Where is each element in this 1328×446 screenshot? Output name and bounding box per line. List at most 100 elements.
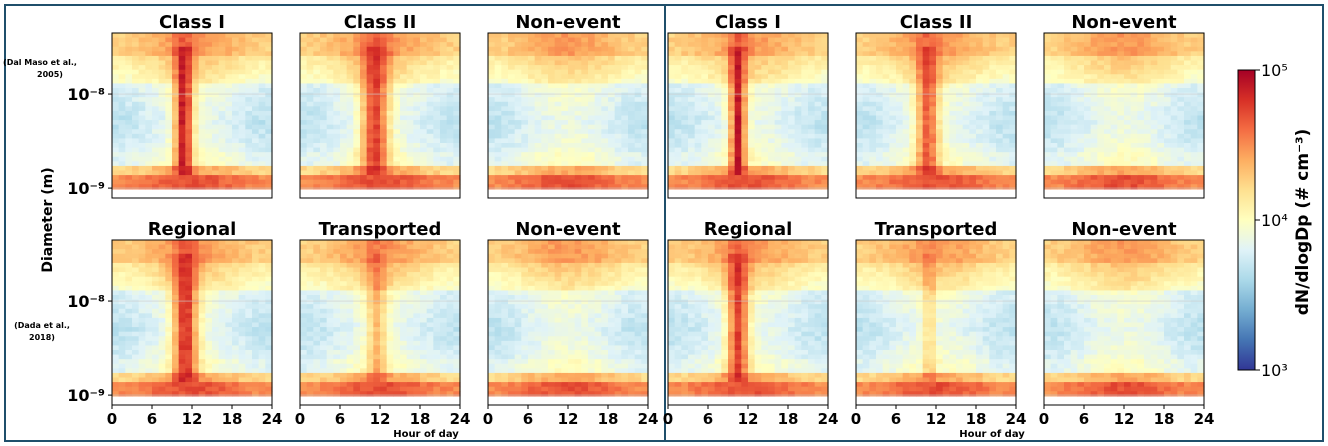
heatmap-cell <box>554 110 562 117</box>
heatmap-cell <box>501 240 509 246</box>
heatmap-cell <box>165 317 173 324</box>
heatmap-cell <box>608 317 616 324</box>
heatmap-cell <box>541 322 549 328</box>
heatmap-cell <box>601 253 609 259</box>
heatmap-cell <box>132 350 140 356</box>
heatmap-cell <box>420 42 428 48</box>
heatmap-cell <box>508 106 516 112</box>
heatmap-cell <box>178 377 186 383</box>
heatmap-cell <box>152 391 160 397</box>
heatmap-cell <box>232 138 240 144</box>
heatmap-cell <box>574 124 582 130</box>
heatmap-cell <box>581 101 589 107</box>
heatmap-cell <box>588 359 596 365</box>
heatmap-cell <box>561 322 569 328</box>
heatmap-cell <box>326 179 334 185</box>
heatmap-cell <box>494 46 502 52</box>
heatmap-cell <box>494 272 502 278</box>
heatmap-cell <box>426 276 434 282</box>
heatmap-cell <box>373 46 381 52</box>
heatmap-cell <box>634 290 642 296</box>
heatmap-cell <box>393 165 401 172</box>
heatmap-cell <box>568 272 576 278</box>
heatmap-cell <box>373 92 381 98</box>
heatmap-cell <box>353 129 361 135</box>
heatmap-cell <box>494 295 502 301</box>
heatmap-cell <box>488 285 496 292</box>
panel-frame <box>111 32 273 199</box>
heatmap-cell <box>541 124 549 130</box>
heatmap-cell <box>145 129 153 135</box>
heatmap-cell <box>446 33 454 39</box>
heatmap-cell <box>400 299 408 305</box>
heatmap-cell <box>568 262 576 269</box>
heatmap-cell <box>333 165 341 172</box>
heatmap-cell <box>218 110 226 117</box>
heatmap-cell <box>426 249 434 255</box>
heatmap-cell <box>265 179 273 185</box>
heatmap-cell <box>433 317 441 324</box>
heatmap-cell <box>514 350 522 356</box>
heatmap-cell <box>265 110 273 117</box>
heatmap-cell <box>346 120 354 126</box>
heatmap-cell <box>192 156 200 162</box>
heatmap-cell <box>386 37 394 43</box>
heatmap-cell <box>300 285 308 292</box>
heatmap-cell <box>132 285 140 292</box>
heatmap-cell <box>373 55 381 62</box>
heatmap-cell <box>192 147 200 153</box>
heatmap-cell <box>145 33 153 39</box>
heatmap-cell <box>406 322 414 328</box>
heatmap-cell <box>601 276 609 282</box>
heatmap-cell <box>205 170 213 176</box>
heatmap-cell <box>118 143 126 149</box>
heatmap-cell <box>178 322 186 328</box>
heatmap-cell <box>145 354 153 360</box>
heatmap-cell <box>326 115 334 121</box>
heatmap-cell <box>125 240 133 246</box>
heatmap-cell <box>380 129 388 135</box>
heatmap-cell <box>588 106 596 112</box>
heatmap-cell <box>172 368 180 374</box>
heatmap-cell <box>494 299 502 305</box>
heatmap-cell <box>668 65 676 71</box>
heatmap-cell <box>145 88 153 94</box>
heatmap-cell <box>118 106 126 112</box>
heatmap-cell <box>245 37 253 43</box>
heatmap-cell <box>165 133 173 140</box>
heatmap-cell <box>534 51 542 57</box>
heatmap-cell <box>373 120 381 126</box>
heatmap-cell <box>488 267 496 273</box>
heatmap-cell <box>406 42 414 48</box>
heatmap-cell <box>594 340 602 347</box>
heatmap-cell <box>494 42 502 48</box>
heatmap-cell <box>508 276 516 282</box>
heatmap-cell <box>218 175 226 181</box>
heatmap-cell <box>152 88 160 94</box>
heatmap-cell <box>252 124 260 130</box>
heatmap-cell <box>594 124 602 130</box>
heatmap-cell <box>172 276 180 282</box>
heatmap-cell <box>340 120 348 126</box>
heatmap-cell <box>353 120 361 126</box>
heatmap-cell <box>132 299 140 305</box>
heatmap-cell <box>225 143 233 149</box>
heatmap-cell <box>433 272 441 278</box>
heatmap-cell <box>494 33 502 39</box>
heatmap-cell <box>386 336 394 342</box>
heatmap-cell <box>118 340 126 347</box>
heatmap-cell <box>588 33 596 39</box>
heatmap-cell <box>541 115 549 121</box>
heatmap-cell <box>152 55 160 62</box>
heatmap-cell <box>528 359 536 365</box>
heatmap-cell <box>568 354 576 360</box>
heatmap-cell <box>641 120 649 126</box>
heatmap-cell <box>306 285 314 292</box>
heatmap-cell <box>634 313 642 319</box>
heatmap-cell <box>132 377 140 383</box>
heatmap-cell <box>192 51 200 57</box>
heatmap-cell <box>634 97 642 103</box>
heatmap-cell <box>300 65 308 71</box>
heatmap-cell <box>588 354 596 360</box>
heatmap-cell <box>406 267 414 273</box>
